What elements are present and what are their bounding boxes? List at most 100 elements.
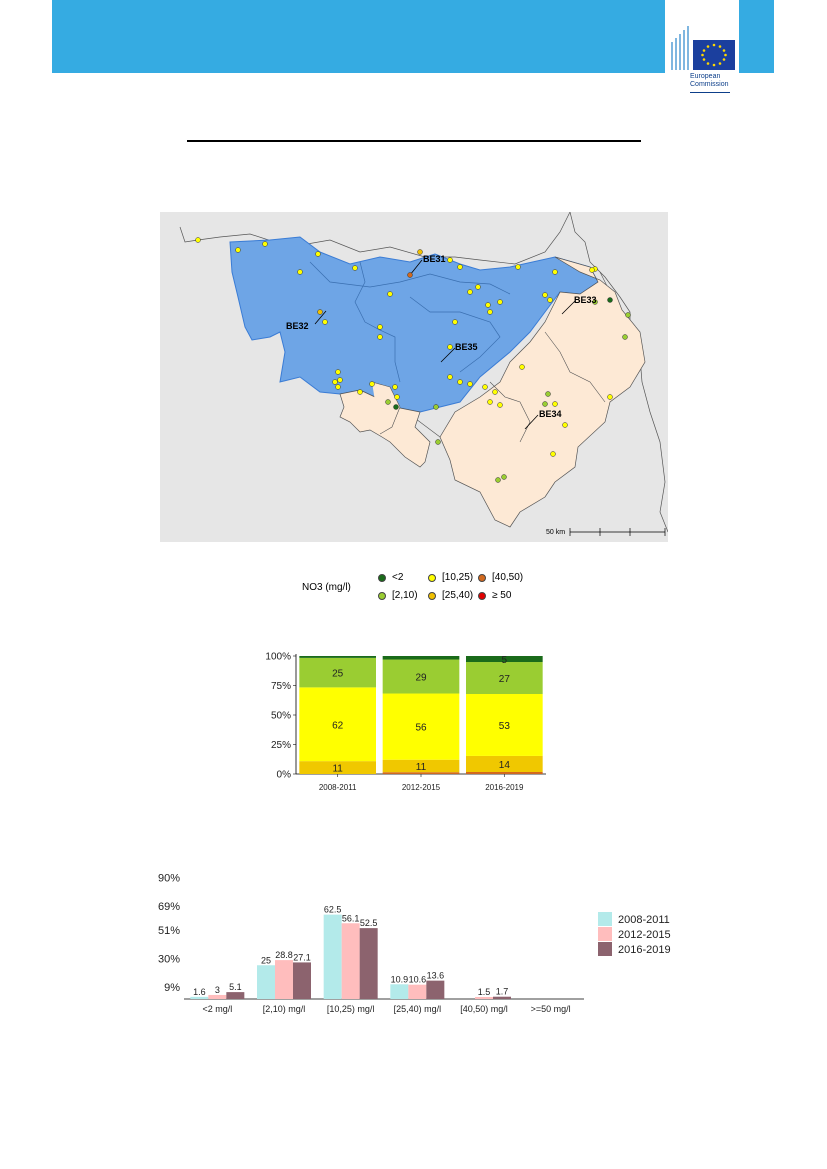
- bar-value-label: 25: [261, 955, 271, 965]
- x-tick-label: 2008-2011: [319, 783, 357, 792]
- x-tick-label: >=50 mg/l: [531, 1004, 571, 1014]
- stacked-bar-chart: 0% 25% 50% 75% 100% 11 62 25 2008-2011 11 56 29 2012…: [246, 648, 556, 800]
- legend-item: [10,25): [428, 572, 473, 583]
- bar: [323, 914, 342, 999]
- stack-segment: [299, 687, 376, 762]
- x-tick-label: [2,10) mg/l: [263, 1004, 306, 1014]
- bar: [226, 992, 245, 999]
- legend-swatch: [598, 942, 612, 956]
- stacked-bar-svg: 0% 25% 50% 75% 100% 11 62 25 2008-2011 11 56 29 2012…: [265, 652, 546, 792]
- bar-value-label: 27.1: [293, 952, 311, 962]
- region-label-be33: BE33: [574, 295, 597, 305]
- header-banner: [52, 0, 774, 73]
- bar-value-label: 10.9: [391, 974, 409, 984]
- stack-segment: [466, 755, 543, 772]
- logo-text: European Commission: [690, 73, 729, 88]
- map-svg: [179, 211, 669, 536]
- european-commission-logo: [665, 0, 739, 96]
- bar: [493, 996, 511, 999]
- bar-value-label: 3: [215, 985, 220, 995]
- y-tick-label: 90%: [158, 873, 180, 885]
- segment-value-label: 11: [416, 762, 427, 773]
- segment-value-label: 29: [415, 673, 427, 684]
- legend-dot-icon: [428, 591, 436, 600]
- region-label-be35: BE35: [455, 342, 478, 352]
- bar: [426, 980, 445, 999]
- logo-underline: [690, 92, 730, 93]
- segment-value-label: 14: [499, 760, 511, 771]
- x-tick-label: [10,25) mg/l: [327, 1004, 375, 1014]
- legend-item: ≥ 50: [478, 590, 511, 601]
- nitrate-map: BE31 BE32 BE35 BE33 BE34 50 km: [160, 211, 669, 542]
- legend-dot-icon: [478, 573, 486, 582]
- grouped-bar-chart: 9% 30% 51% 69% 90% 1.6 3 5.1 <2 mg/l 25 28.8 27.1 [2…: [140, 860, 700, 1025]
- legend-dot-icon: [378, 573, 386, 582]
- grouped-bar-svg: 9% 30% 51% 69% 90% 1.6 3 5.1 <2 mg/l 25 28.8 27.1 [2…: [158, 873, 671, 1015]
- blue-provinces: [229, 236, 599, 413]
- bar: [408, 984, 427, 999]
- beige-provinces: [439, 256, 646, 528]
- segment-value-label: 25: [332, 669, 344, 680]
- legend-dot-icon: [428, 573, 436, 582]
- stack-segment: [382, 759, 460, 773]
- stack-segment: [299, 657, 376, 688]
- legend-swatch: [598, 927, 612, 941]
- bar: [275, 960, 293, 999]
- bar: [293, 962, 311, 999]
- segment-value-label: 5: [502, 655, 508, 666]
- bar-value-label: 52.5: [360, 918, 378, 928]
- legend-label: 2016-2019: [618, 944, 671, 956]
- y-tick-label: 0%: [277, 770, 292, 781]
- legend-item: <2: [378, 572, 403, 583]
- bar-value-label: 62.5: [324, 905, 342, 915]
- bar: [257, 965, 275, 999]
- segment-value-label: 53: [499, 721, 511, 732]
- region-label-be34: BE34: [539, 409, 562, 419]
- bar: [341, 923, 360, 999]
- stack-segment: [299, 656, 376, 658]
- bar: [475, 996, 493, 999]
- stack-segment: [382, 772, 460, 774]
- segment-value-label: 56: [415, 723, 427, 734]
- y-tick-label: 50%: [271, 711, 291, 722]
- legend-dot-icon: [478, 591, 486, 600]
- y-tick-label: 100%: [265, 652, 291, 663]
- legend-swatch: [598, 912, 612, 926]
- segment-value-label: 11: [332, 764, 343, 775]
- scale-label: 50 km: [546, 529, 566, 536]
- x-tick-label: [40,50) mg/l: [460, 1004, 508, 1014]
- y-tick-label: 9%: [164, 982, 180, 994]
- y-tick-label: 69%: [158, 901, 180, 913]
- bar-value-label: 1.6: [193, 987, 206, 997]
- legend-label: 2008-2011: [618, 914, 670, 926]
- region-label-be32: BE32: [286, 321, 309, 331]
- legend-item: [40,50): [478, 572, 523, 583]
- legend-dot-icon: [378, 591, 386, 600]
- bar-value-label: 10.6: [409, 975, 427, 985]
- stack-segment: [466, 771, 543, 774]
- bar-value-label: 13.6: [427, 971, 445, 981]
- bar-value-label: 1.7: [496, 987, 509, 997]
- stack-segment: [299, 761, 376, 774]
- bar: [390, 984, 409, 999]
- x-tick-label: <2 mg/l: [202, 1004, 232, 1014]
- stack-segment: [466, 656, 543, 663]
- bar: [359, 928, 378, 999]
- x-tick-label: [25,40) mg/l: [394, 1004, 442, 1014]
- legend-item: [25,40): [428, 590, 473, 601]
- x-tick-label: 2016-2019: [485, 783, 524, 792]
- bar: [190, 996, 209, 999]
- stack-segment: [466, 662, 543, 694]
- bar-value-label: 28.8: [275, 950, 293, 960]
- x-tick-label: 2012-2015: [402, 783, 441, 792]
- y-tick-label: 75%: [271, 681, 291, 692]
- segment-value-label: 62: [332, 720, 344, 731]
- y-tick-label: 25%: [271, 740, 291, 751]
- segment-value-label: 27: [499, 674, 511, 685]
- title-rule: [187, 140, 641, 142]
- region-label-be31: BE31: [423, 254, 446, 264]
- legend-item: [2,10): [378, 590, 418, 601]
- y-tick-label: 51%: [158, 925, 180, 937]
- bar: [208, 994, 227, 999]
- legend-label: 2012-2015: [618, 929, 671, 941]
